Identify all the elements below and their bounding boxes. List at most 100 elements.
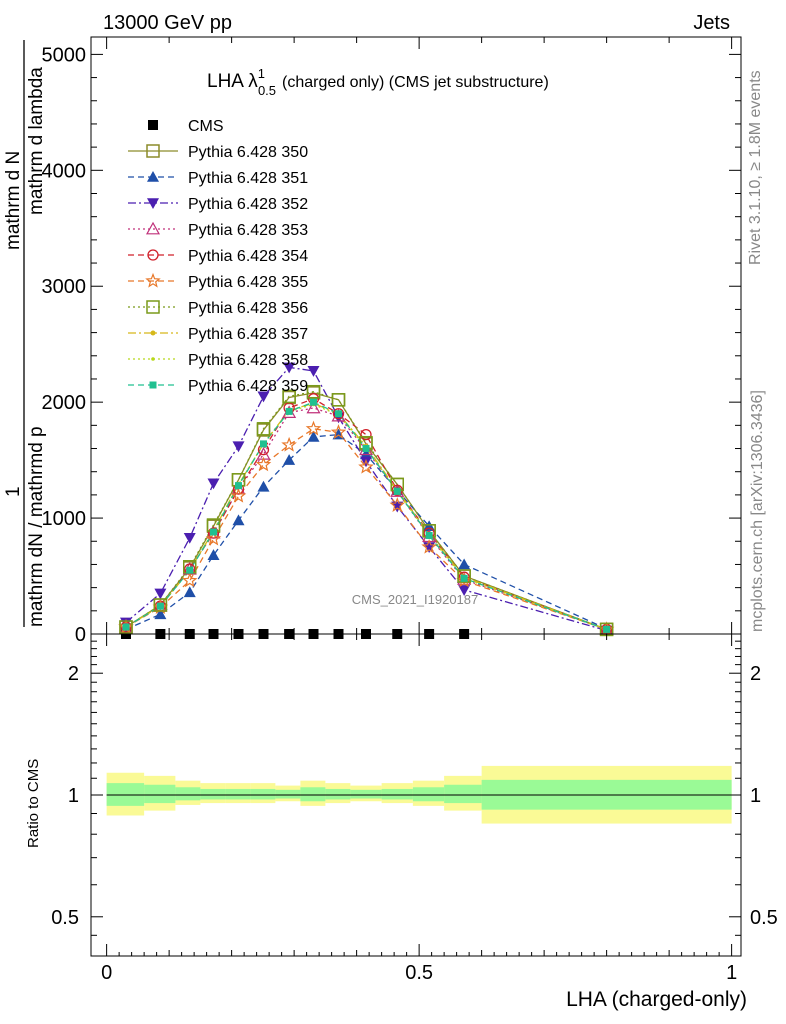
title-rest: (charged only) (CMS jet substructure) xyxy=(282,74,549,91)
legend-label: Pythia 6.428 359 xyxy=(188,378,308,395)
ratio-y-tick-label: 2 xyxy=(68,663,79,685)
watermark: CMS_2021_I1920187 xyxy=(352,592,479,607)
data-point xyxy=(232,441,245,453)
legend-label: Pythia 6.428 354 xyxy=(188,248,308,265)
data-point xyxy=(186,566,194,574)
x-tick-label: 0 xyxy=(101,962,112,984)
legend-label: Pythia 6.428 351 xyxy=(188,170,308,187)
data-point xyxy=(119,620,133,634)
data-point xyxy=(183,532,196,544)
legend-marker xyxy=(148,120,158,130)
data-point xyxy=(256,422,271,436)
x-axis-label: LHA (charged-only) xyxy=(566,988,747,1011)
ratio-band-inner xyxy=(275,789,301,799)
ratio-y-axis: 0.5 0.5 1 1 2 2 xyxy=(51,640,778,936)
legend-label: CMS xyxy=(188,118,224,135)
legend-label: Pythia 6.428 353 xyxy=(188,222,308,239)
ratio-y-tick-label-right: 2 xyxy=(750,663,761,685)
y-tick-label: 4000 xyxy=(42,160,87,182)
data-point xyxy=(389,497,405,512)
data-point xyxy=(257,391,270,403)
data-point xyxy=(232,514,245,526)
data-point xyxy=(230,487,247,503)
data-point xyxy=(285,407,293,415)
main-y-axis-label: 1 mathrm dN / mathrmd p mathrm d N mathr… xyxy=(3,40,47,627)
data-point xyxy=(257,480,270,492)
ratio-y-tick-label: 0.5 xyxy=(51,907,79,929)
legend-marker xyxy=(147,171,159,182)
legend-label: Pythia 6.428 350 xyxy=(188,144,308,161)
legend-marker xyxy=(146,144,160,158)
data-point xyxy=(307,366,320,377)
legend-label: Pythia 6.428 355 xyxy=(188,274,308,291)
ratio-band-inner xyxy=(250,788,276,800)
data-point xyxy=(421,538,437,554)
data-point xyxy=(307,430,320,442)
energy-label: 13000 GeV pp xyxy=(103,12,232,34)
category-label: Jets xyxy=(693,12,730,34)
ratio-band-inner xyxy=(106,783,145,806)
data-point xyxy=(603,625,611,633)
rivet-label: Rivet 3.1.10, ≥ 1.8M events xyxy=(747,70,764,265)
data-point xyxy=(391,501,404,513)
data-point xyxy=(306,384,321,399)
data-point xyxy=(393,487,401,495)
y-tick-label: 5000 xyxy=(42,44,87,66)
ratio-band-inner xyxy=(200,788,226,800)
data-point xyxy=(235,482,242,490)
data-point xyxy=(207,478,220,490)
data-point xyxy=(156,602,164,610)
legend-marker xyxy=(146,300,160,314)
data-point xyxy=(331,393,346,407)
data-point xyxy=(335,410,342,418)
legend-marker xyxy=(149,381,157,389)
legend-marker xyxy=(147,198,159,209)
data-point xyxy=(282,389,296,404)
data-point xyxy=(360,428,372,441)
title-sub: 0.5 xyxy=(258,83,276,98)
ratio-x-axis: 0 0.5 1 xyxy=(101,634,737,984)
x-tick-label: 1 xyxy=(726,962,737,984)
ratio-band-inner xyxy=(381,788,413,800)
data-point xyxy=(358,458,374,474)
x-tick-label: 0.5 xyxy=(405,962,433,984)
ylabel-lambda: mathrm d lambda xyxy=(26,67,47,215)
y-tick-label: 1000 xyxy=(42,508,87,530)
data-point xyxy=(153,598,168,612)
title-main: LHA λ xyxy=(207,71,258,92)
data-point xyxy=(122,623,130,631)
data-point xyxy=(456,572,472,588)
data-point xyxy=(260,440,267,448)
ratio-band-inner xyxy=(325,788,351,800)
legend-marker xyxy=(147,249,159,261)
ratio-band-inner xyxy=(412,787,445,802)
y-tick-label: 2000 xyxy=(42,392,87,414)
ratio-band-inner xyxy=(300,787,326,802)
legend-marker xyxy=(151,357,155,361)
data-point xyxy=(283,454,296,465)
ratio-plot-panel: 0.5 0.51 12 2 0 0.5 1 Ratio to CMS LHA (charg… xyxy=(25,633,778,1011)
data-point xyxy=(154,608,167,620)
data-point xyxy=(330,424,347,439)
legend-label: Pythia 6.428 356 xyxy=(188,300,308,317)
ratio-y-tick-label-right: 0.5 xyxy=(750,907,778,929)
data-point xyxy=(362,445,370,453)
data-point xyxy=(458,585,471,596)
legend-label: Pythia 6.428 357 xyxy=(188,326,308,343)
chart-title: LHA λ1 0.5 (charged only) (CMS jet substru… xyxy=(207,66,549,98)
data-point xyxy=(283,362,296,374)
main-y-axis: 0 1000 2000 3000 4000 5000 xyxy=(42,37,741,646)
ratio-y-axis-label: Ratio to CMS xyxy=(25,759,42,848)
data-point xyxy=(332,408,345,420)
data-point xyxy=(152,599,169,614)
legend-marker xyxy=(145,221,161,235)
y-tick-label: 0 xyxy=(75,624,86,646)
legend-marker xyxy=(150,330,156,336)
ylabel-numerator: mathrm d N xyxy=(3,151,24,250)
data-point xyxy=(183,586,196,598)
ylabel-one: 1 xyxy=(3,486,24,497)
ylabel-denominator: mathrm dN / mathrmd p xyxy=(26,426,47,627)
data-point xyxy=(182,572,198,588)
data-point xyxy=(306,400,321,414)
